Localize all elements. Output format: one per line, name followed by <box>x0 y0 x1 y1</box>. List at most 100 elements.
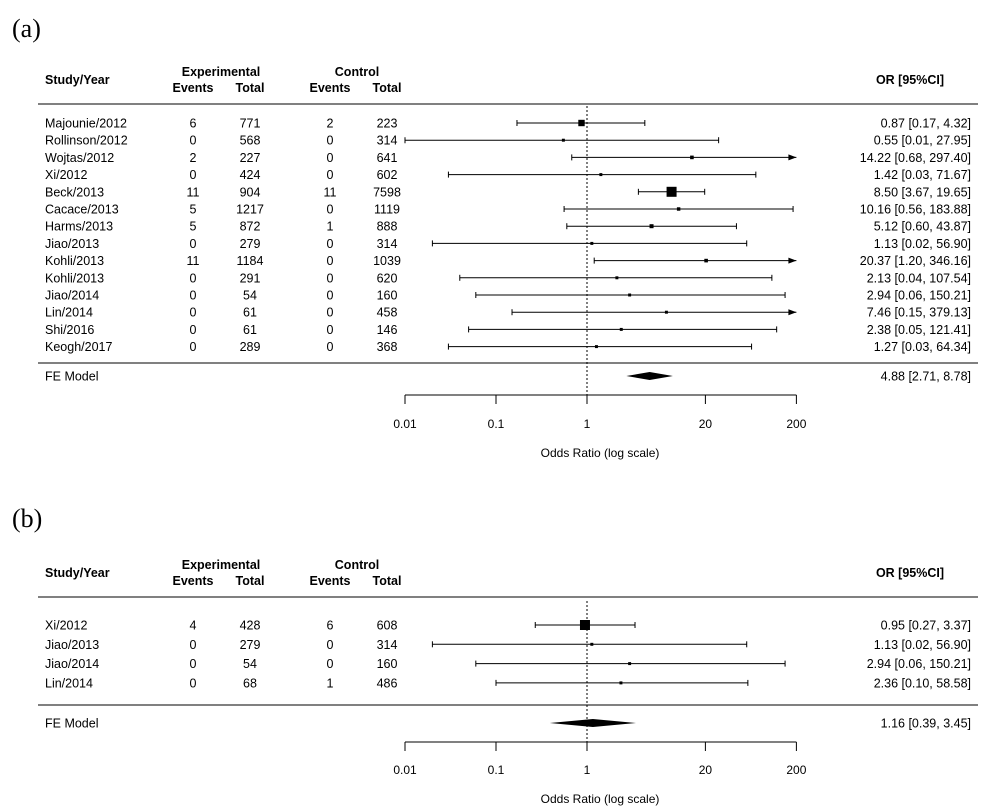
panel-b-point-estimate <box>619 681 623 685</box>
panel-a-point-estimate <box>594 345 598 349</box>
panel-a-study-name: Jiao/2013 <box>45 237 99 251</box>
panel-b-ctl-events: 0 <box>327 657 334 671</box>
panel-b-header-exp-events: Events <box>173 574 214 588</box>
panel-a-header-ctl-total: Total <box>373 81 402 95</box>
panel-b-or-ci-text: 0.95 [0.27, 3.37] <box>881 619 971 633</box>
panel-a-ctl-events: 0 <box>327 134 334 148</box>
panel-a-x-tick-label: 200 <box>786 417 806 431</box>
panel-a-ctl-total: 314 <box>377 134 398 148</box>
panel-a-exp-total: 568 <box>240 134 261 148</box>
panel-a-exp-events: 6 <box>190 117 197 131</box>
panel-a-ctl-total: 7598 <box>373 185 401 199</box>
panel-b-panel-label: (b) <box>12 504 42 533</box>
panel-a-point-estimate <box>664 310 668 314</box>
panel-a-ctl-events: 0 <box>327 271 334 285</box>
panel-a-point-estimate <box>590 241 594 245</box>
panel-a-exp-events: 0 <box>190 134 197 148</box>
panel-a-ci-arrow <box>788 309 797 316</box>
panel-a-or-ci-text: 2.38 [0.05, 121.41] <box>867 323 971 337</box>
panel-a-ctl-events: 2 <box>327 117 334 131</box>
panel-a-point-estimate <box>599 173 603 177</box>
panel-b-or-ci-text: 2.36 [0.10, 58.58] <box>874 676 971 690</box>
panel-b-exp-events: 0 <box>190 657 197 671</box>
panel-b-exp-total: 68 <box>243 676 257 690</box>
panel-a-x-tick-label: 0.1 <box>488 417 505 431</box>
panel-b-ctl-events: 6 <box>327 619 334 633</box>
panel-a-x-axis-label: Odds Ratio (log scale) <box>541 446 660 460</box>
panel-a-ctl-total: 458 <box>377 306 398 320</box>
panel-a-exp-total: 872 <box>240 220 261 234</box>
panel-b-x-tick-label: 0.1 <box>488 763 505 777</box>
panel-b-point-estimate <box>628 662 632 666</box>
panel-b-exp-total: 54 <box>243 657 257 671</box>
panel-a-or-ci-text: 8.50 [3.67, 19.65] <box>874 185 971 199</box>
panel-a-ctl-events: 0 <box>327 203 334 217</box>
panel-a-exp-total: 61 <box>243 323 257 337</box>
panel-a-exp-events: 5 <box>190 203 197 217</box>
panel-b-exp-events: 0 <box>190 676 197 690</box>
panel-a-point-estimate <box>649 224 654 229</box>
panel-a-ctl-events: 0 <box>327 151 334 165</box>
panel-a-or-ci-text: 7.46 [0.15, 379.13] <box>867 306 971 320</box>
panel-a-ctl-events: 0 <box>327 289 334 303</box>
panel-a-study-name: Rollinson/2012 <box>45 134 128 148</box>
panel-a-or-ci-text: 1.27 [0.03, 64.34] <box>874 340 971 354</box>
panel-a-panel-label: (a) <box>12 14 41 43</box>
panel-b-summary-name: FE Model <box>45 717 99 731</box>
panel-a-or-ci-text: 2.13 [0.04, 107.54] <box>867 271 971 285</box>
panel-a-ci-arrow <box>788 257 797 264</box>
panel-a-exp-total: 61 <box>243 306 257 320</box>
panel-a-ctl-total: 1119 <box>374 203 400 217</box>
panel-a-point-estimate <box>561 138 565 142</box>
panel-b-study-name: Lin/2014 <box>45 676 93 690</box>
panel-a-or-ci-text: 5.12 [0.60, 43.87] <box>874 220 971 234</box>
panel-a-ctl-total: 146 <box>377 323 398 337</box>
panel-b-study-name: Jiao/2013 <box>45 638 99 652</box>
panel-a-point-estimate <box>704 258 708 263</box>
panel-b-header-exp-total: Total <box>236 574 265 588</box>
panel-a-x-tick-label: 1 <box>584 417 591 431</box>
panel-a-or-ci-text: 0.87 [0.17, 4.32] <box>881 117 971 131</box>
panel-a-ctl-total: 314 <box>377 237 398 251</box>
panel-b-header-ctl-total: Total <box>373 574 402 588</box>
panel-b-ctl-total: 160 <box>377 657 398 671</box>
panel-b-x-tick-label: 20 <box>699 763 713 777</box>
panel-b-summary-diamond <box>549 719 636 727</box>
panel-a-summary-diamond <box>626 372 673 380</box>
panel-a-ctl-total: 641 <box>377 151 398 165</box>
panel-a-exp-events: 5 <box>190 220 197 234</box>
panel-a-study-name: Cacace/2013 <box>45 203 119 217</box>
panel-a-or-ci-text: 1.13 [0.02, 56.90] <box>874 237 971 251</box>
panel-a-exp-events: 0 <box>190 237 197 251</box>
panel-a-ctl-total: 888 <box>377 220 398 234</box>
panel-b-or-ci-text: 2.94 [0.06, 150.21] <box>867 657 971 671</box>
panel-a-or-ci-text: 2.94 [0.06, 150.21] <box>867 289 971 303</box>
panel-a-ctl-events: 1 <box>327 220 334 234</box>
panel-a-exp-events: 0 <box>190 271 197 285</box>
panel-b-exp-events: 0 <box>190 638 197 652</box>
panel-a-header-exp-events: Events <box>173 81 214 95</box>
panel-b-header-experimental: Experimental <box>182 558 261 572</box>
panel-a-exp-events: 0 <box>190 323 197 337</box>
panel-b-x-tick-label: 1 <box>584 763 591 777</box>
panel-a-or-ci-text: 20.37 [1.20, 346.16] <box>860 254 971 268</box>
panel-b-point-estimate <box>579 620 590 630</box>
panel-a-ctl-events: 0 <box>327 323 334 337</box>
panel-a-ctl-total: 223 <box>377 117 398 131</box>
panel-b-header-or-ci: OR [95%CI] <box>876 566 944 580</box>
panel-a-x-tick-label: 20 <box>699 417 713 431</box>
panel-a-point-estimate <box>615 276 619 280</box>
panel-a-exp-events: 0 <box>190 340 197 354</box>
panel-b-summary-ci-text: 1.16 [0.39, 3.45] <box>881 717 971 731</box>
panel-a-point-estimate <box>619 327 623 331</box>
panel-b-study-name: Xi/2012 <box>45 619 87 633</box>
panel-a-exp-total: 1217 <box>236 203 264 217</box>
panel-a-ctl-events: 0 <box>327 340 334 354</box>
panel-a-header-control: Control <box>335 65 379 79</box>
panel-a-study-name: Jiao/2014 <box>45 289 99 303</box>
panel-a-point-estimate <box>628 293 632 297</box>
panel-a-study-name: Harms/2013 <box>45 220 113 234</box>
panel-a-exp-events: 0 <box>190 168 197 182</box>
panel-a-ctl-total: 620 <box>377 271 398 285</box>
